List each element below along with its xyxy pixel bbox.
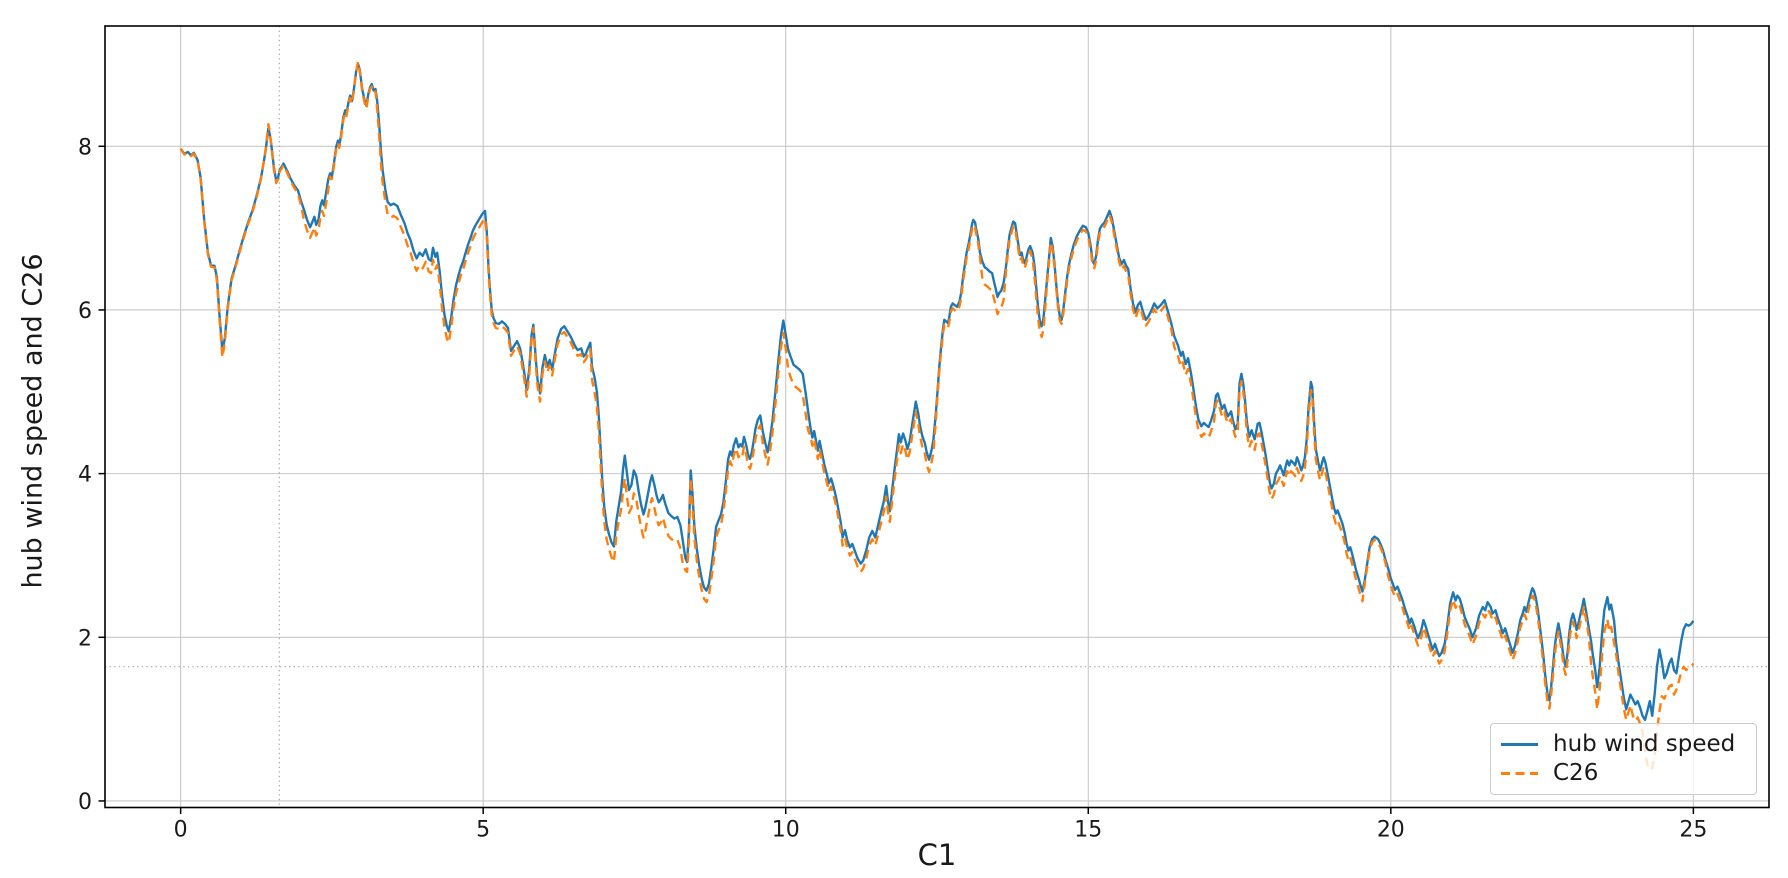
legend-solid-line-sample [1501, 742, 1538, 747]
legend: hub wind speed C26 [1490, 723, 1757, 795]
hub-wind-speed-line [179, 62, 1695, 722]
legend-label-hub-wind-speed: hub wind speed [1553, 730, 1736, 757]
x-tick-label: 5 [476, 818, 490, 843]
c26-line [179, 60, 1695, 772]
y-tick-label: 4 [78, 463, 92, 488]
x-tick-label: 10 [772, 818, 800, 843]
x-tick-label: 0 [174, 818, 188, 843]
x-tick-label: 15 [1074, 818, 1102, 843]
axes-spines [104, 25, 1770, 809]
x-tick-label: 20 [1377, 818, 1405, 843]
legend-entry-c26: C26 [1501, 759, 1746, 786]
y-tick-label: 0 [78, 790, 92, 815]
y-axis-label: hub wind speed and C26 [17, 253, 49, 589]
x-axis-label: C1 [917, 838, 957, 872]
y-tick-label: 2 [78, 626, 92, 651]
x-tick-label: 25 [1679, 818, 1707, 843]
legend-entry-hub-wind-speed: hub wind speed [1501, 730, 1746, 757]
legend-dashed-line-sample [1501, 771, 1538, 776]
legend-label-c26: C26 [1553, 759, 1599, 786]
y-tick-label: 6 [78, 299, 92, 324]
y-tick-label: 8 [78, 135, 92, 160]
